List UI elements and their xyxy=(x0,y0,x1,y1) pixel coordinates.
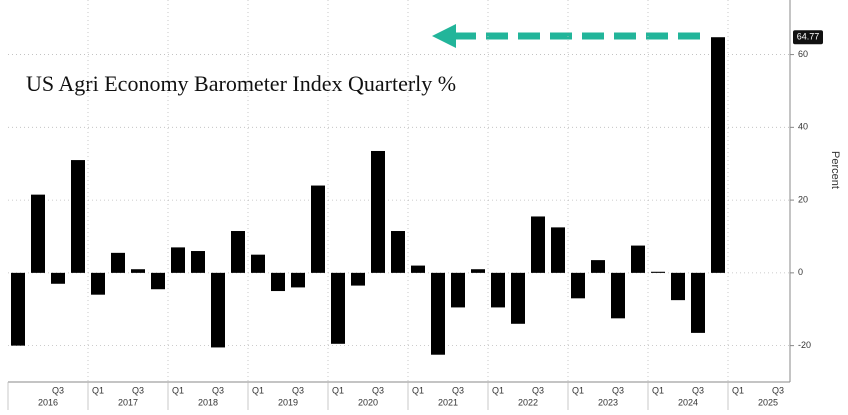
y-axis-title: Percent xyxy=(829,151,841,189)
bar xyxy=(71,160,85,273)
chart-title: US Agri Economy Barometer Index Quarterl… xyxy=(26,71,456,96)
bar xyxy=(391,231,405,273)
x-tick-label: Q1 xyxy=(572,385,584,395)
year-label: 2021 xyxy=(438,397,458,407)
bar xyxy=(291,272,305,288)
bar xyxy=(431,272,445,355)
year-label: 2025 xyxy=(758,397,778,407)
year-label: 2024 xyxy=(678,397,698,407)
bar xyxy=(491,272,505,308)
bar xyxy=(651,271,665,273)
bar xyxy=(711,37,725,273)
bar xyxy=(691,272,705,333)
x-tick-label: Q3 xyxy=(52,385,64,395)
y-tick-label: -20 xyxy=(798,340,811,350)
bar xyxy=(111,252,125,273)
bar xyxy=(571,272,585,299)
bar xyxy=(331,272,345,344)
bar xyxy=(251,254,265,273)
x-tick-label: Q3 xyxy=(692,385,704,395)
x-tick-label: Q3 xyxy=(132,385,144,395)
year-label: 2018 xyxy=(198,397,218,407)
x-tick-label: Q3 xyxy=(612,385,624,395)
year-label: 2019 xyxy=(278,397,298,407)
x-tick-label: Q1 xyxy=(252,385,264,395)
bar xyxy=(311,185,325,273)
bar xyxy=(591,260,605,273)
x-tick-label: Q1 xyxy=(172,385,184,395)
year-label: 2020 xyxy=(358,397,378,407)
value-label: 64.77 xyxy=(797,32,820,42)
x-tick-label: Q1 xyxy=(732,385,744,395)
bar xyxy=(11,272,25,346)
y-tick-label: 0 xyxy=(798,267,803,277)
y-tick-label: 20 xyxy=(798,194,808,204)
bar xyxy=(91,272,105,295)
x-tick-label: Q1 xyxy=(92,385,104,395)
x-tick-label: Q3 xyxy=(452,385,464,395)
arrow-annotation xyxy=(432,24,700,48)
bar xyxy=(371,150,385,273)
x-tick-label: Q3 xyxy=(532,385,544,395)
year-label: 2016 xyxy=(38,397,58,407)
x-tick-label: Q1 xyxy=(652,385,664,395)
y-tick-label: 60 xyxy=(798,49,808,59)
bar xyxy=(531,216,545,273)
bar xyxy=(631,245,645,273)
bar xyxy=(611,272,625,319)
bar xyxy=(131,269,145,273)
bar xyxy=(171,247,185,273)
y-tick-label: 40 xyxy=(798,122,808,132)
bar xyxy=(511,272,525,324)
bar xyxy=(31,194,45,273)
x-tick-label: Q3 xyxy=(212,385,224,395)
x-tick-label: Q3 xyxy=(372,385,384,395)
bar xyxy=(471,269,485,273)
bar xyxy=(351,272,365,286)
year-label: 2022 xyxy=(518,397,538,407)
bar xyxy=(191,251,205,273)
x-tick-label: Q3 xyxy=(292,385,304,395)
bar xyxy=(551,227,565,273)
bar xyxy=(671,272,685,301)
bar xyxy=(211,272,225,348)
bar xyxy=(151,272,165,290)
bar xyxy=(231,231,245,273)
x-tick-label: Q1 xyxy=(332,385,344,395)
x-tick-label: Q1 xyxy=(492,385,504,395)
x-tick-label: Q3 xyxy=(772,385,784,395)
bar xyxy=(51,272,65,284)
year-label: 2023 xyxy=(598,397,618,407)
bar xyxy=(411,265,425,273)
arrow-head xyxy=(432,24,456,48)
year-label: 2017 xyxy=(118,397,138,407)
bar xyxy=(271,272,285,292)
value-label-box xyxy=(793,30,823,45)
bar xyxy=(451,272,465,308)
x-tick-label: Q1 xyxy=(412,385,424,395)
